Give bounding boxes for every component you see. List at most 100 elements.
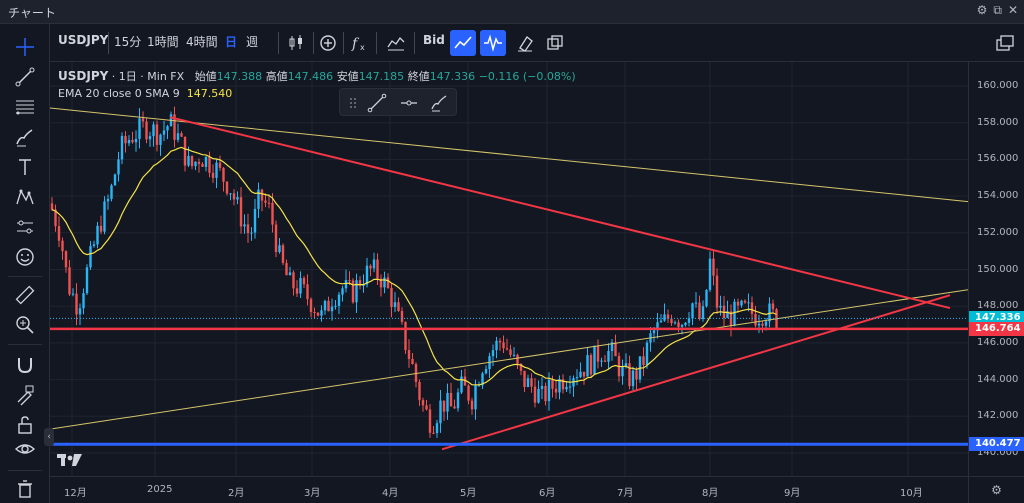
- popout-icon[interactable]: ⧉: [993, 3, 1002, 17]
- candle-body: [740, 300, 743, 306]
- candle-body: [274, 224, 278, 253]
- lock-icon[interactable]: [9, 412, 41, 438]
- collapse-toolbar-icon[interactable]: ‹: [44, 428, 54, 446]
- zoom-icon[interactable]: [9, 312, 41, 338]
- candle-body: [176, 133, 180, 140]
- settings-icon[interactable]: ⚙: [976, 3, 988, 17]
- candle-body: [439, 400, 442, 424]
- candle-body: [64, 251, 68, 268]
- candle-body: [747, 302, 750, 304]
- settings-icon[interactable]: ⚙: [991, 483, 1002, 497]
- price-chart[interactable]: [50, 62, 968, 476]
- eye-icon[interactable]: [9, 436, 41, 462]
- interval-1w[interactable]: 週: [246, 35, 259, 49]
- candle-body: [663, 314, 666, 321]
- candle-body: [379, 278, 383, 288]
- legend-symbol[interactable]: USDJPY: [58, 69, 109, 83]
- close-icon[interactable]: ✕: [1007, 3, 1018, 17]
- symbol-button[interactable]: USDJPY: [58, 33, 109, 47]
- candle-body: [698, 302, 701, 320]
- candle-body: [603, 360, 607, 362]
- trendline-icon[interactable]: [9, 64, 41, 90]
- interval-1h[interactable]: 1時間: [147, 35, 179, 49]
- candle-body: [50, 203, 54, 210]
- candle-body: [295, 288, 299, 294]
- candle-body: [589, 355, 593, 375]
- candle-body: [694, 302, 698, 304]
- candle-body: [624, 363, 628, 366]
- candle-body: [540, 385, 544, 389]
- candle-body: [236, 197, 239, 200]
- divider: [414, 32, 415, 54]
- candle-style-icon[interactable]: [283, 30, 309, 56]
- fib-icon[interactable]: [9, 94, 41, 120]
- horizontal-ray-icon[interactable]: [398, 92, 420, 114]
- pattern-icon[interactable]: [9, 184, 41, 210]
- text-icon[interactable]: [9, 154, 41, 180]
- candle-body: [610, 342, 614, 351]
- candle-body: [470, 400, 474, 410]
- candle-body: [498, 340, 502, 343]
- indicator-legend[interactable]: EMA 20 close 0 SMA 9 147.540: [58, 87, 232, 100]
- bid-button[interactable]: Bid: [423, 33, 445, 47]
- chart-pane[interactable]: [50, 62, 968, 476]
- add-compare-icon[interactable]: [315, 30, 341, 56]
- wave-mode-icon[interactable]: [480, 30, 506, 56]
- forecast-icon[interactable]: [9, 214, 41, 240]
- candle-body: [138, 118, 141, 139]
- candle-body: [761, 323, 764, 326]
- layout-icon[interactable]: [992, 30, 1018, 56]
- candle-body: [708, 258, 712, 290]
- drag-handle-icon[interactable]: [342, 92, 364, 114]
- trend-mode-icon[interactable]: [450, 30, 476, 56]
- ruler-icon[interactable]: [9, 282, 41, 308]
- candle-body: [155, 124, 159, 145]
- axis-settings[interactable]: ⚙: [968, 476, 1024, 503]
- time-axis[interactable]: 12月 2025 2月 3月 4月 5月 6月 7月 8月 9月 10月: [50, 476, 968, 503]
- time-tick: 7月: [617, 488, 634, 499]
- candle-body: [533, 386, 537, 403]
- window-title: チャート: [8, 6, 56, 20]
- candle-body: [141, 118, 145, 122]
- candle-body: [414, 364, 418, 383]
- candle-body: [404, 321, 407, 351]
- candle-body: [561, 379, 565, 390]
- legend-low-label: 安値: [336, 70, 359, 83]
- candle-body: [92, 244, 96, 247]
- templates-icon[interactable]: [383, 30, 409, 56]
- window-controls: ⚙ ⧉ ✕: [977, 3, 1018, 18]
- layers-icon[interactable]: [542, 30, 568, 56]
- eraser-icon[interactable]: [512, 30, 538, 56]
- interval-1d[interactable]: 日: [225, 35, 238, 49]
- candle-body: [278, 245, 281, 253]
- trendline-icon[interactable]: [366, 92, 388, 114]
- trash-icon[interactable]: [9, 476, 41, 502]
- legend-high: 147.486: [287, 70, 334, 83]
- candle-body: [460, 376, 463, 393]
- candle-body: [670, 318, 673, 324]
- price-axis[interactable]: 160.000 158.000 156.000 154.000 152.000 150.0…: [968, 62, 1024, 476]
- brush-icon[interactable]: [428, 92, 450, 114]
- brush-icon[interactable]: [9, 124, 41, 150]
- candle-body: [582, 371, 586, 377]
- candle-body: [687, 318, 691, 323]
- crosshair-icon[interactable]: [9, 34, 41, 60]
- candle-body: [225, 181, 229, 194]
- interval-4h[interactable]: 4時間: [186, 35, 218, 49]
- emoji-icon[interactable]: [9, 244, 41, 270]
- interval-15m[interactable]: 15分: [114, 35, 142, 49]
- candle-body: [257, 189, 260, 209]
- magnet-icon[interactable]: [9, 352, 41, 378]
- candle-body: [358, 280, 362, 286]
- candle-body: [645, 342, 649, 366]
- candle-body: [330, 306, 334, 312]
- lock-draw-icon[interactable]: [9, 382, 41, 408]
- time-tick: 3月: [304, 488, 321, 499]
- candle-body: [607, 350, 610, 362]
- long-trendline: [50, 107, 968, 203]
- candle-body: [288, 272, 292, 276]
- candle-body: [768, 303, 771, 322]
- candle-body: [267, 202, 271, 204]
- price-tick: 158.000: [977, 116, 1019, 128]
